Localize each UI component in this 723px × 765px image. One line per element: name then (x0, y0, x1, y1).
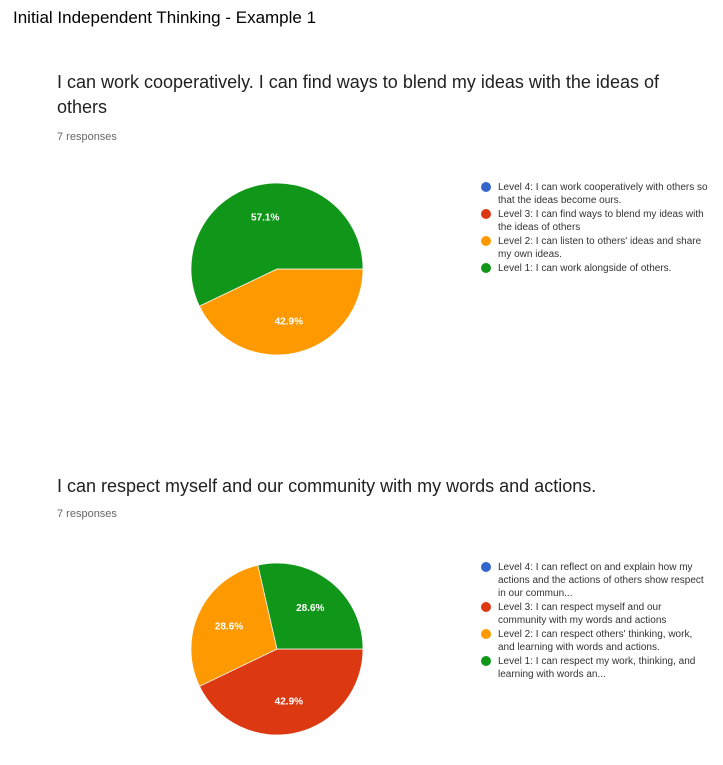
slice-label: 28.6% (296, 603, 324, 614)
pie-chart: 42.9% 57.1% (190, 182, 364, 356)
legend-item: Level 4: I can work cooperatively with o… (481, 181, 711, 207)
legend-dot-icon (481, 236, 491, 246)
legend-item: Level 1: I can work alongside of others. (481, 262, 711, 275)
question-title: I can work cooperatively. I can find way… (57, 72, 659, 117)
legend-dot-icon (481, 182, 491, 192)
pie-slice (199, 648, 364, 736)
slice-label: 28.6% (215, 621, 243, 632)
legend-dot-icon (481, 629, 491, 639)
pie-slice (198, 268, 364, 356)
legend-dot-icon (481, 263, 491, 273)
legend-label: Level 1: I can respect my work, thinking… (498, 656, 696, 680)
legend-label: Level 1: I can work alongside of others. (498, 263, 672, 274)
legend-label: Level 4: I can work cooperatively with o… (498, 182, 708, 206)
legend-label: Level 2: I can respect others' thinking,… (498, 629, 693, 653)
legend-item: Level 3: I can respect myself and our co… (481, 601, 711, 627)
pie-slice (257, 562, 364, 650)
pie-chart: 42.9% 28.6% 28.6% (190, 562, 364, 736)
response-count: 7 responses (57, 508, 117, 520)
legend-dot-icon (481, 656, 491, 666)
legend-label: Level 3: I can respect myself and our co… (498, 602, 667, 626)
slice-label: 42.9% (275, 696, 303, 707)
response-count: 7 responses (57, 131, 117, 143)
legend-dot-icon (481, 209, 491, 219)
legend-label: Level 2: I can listen to others' ideas a… (498, 236, 702, 260)
legend-dot-icon (481, 602, 491, 612)
legend-dot-icon (481, 562, 491, 572)
slice-label: 57.1% (251, 213, 279, 224)
legend-item: Level 1: I can respect my work, thinking… (481, 655, 711, 681)
legend-label: Level 3: I can find ways to blend my ide… (498, 209, 704, 233)
page-title: Initial Independent Thinking - Example 1 (13, 8, 317, 27)
pie-slice (190, 182, 364, 307)
legend-label: Level 4: I can reflect on and explain ho… (498, 562, 704, 599)
legend-item: Level 2: I can listen to others' ideas a… (481, 235, 711, 261)
legend-item: Level 2: I can respect others' thinking,… (481, 628, 711, 654)
legend-item: Level 4: I can reflect on and explain ho… (481, 561, 711, 600)
question-title: I can respect myself and our community w… (57, 476, 597, 496)
slice-label: 42.9% (275, 316, 303, 327)
chart-legend: Level 4: I can work cooperatively with o… (481, 181, 711, 276)
chart-legend: Level 4: I can reflect on and explain ho… (481, 561, 711, 682)
legend-item: Level 3: I can find ways to blend my ide… (481, 208, 711, 234)
pie-slice (190, 564, 278, 687)
